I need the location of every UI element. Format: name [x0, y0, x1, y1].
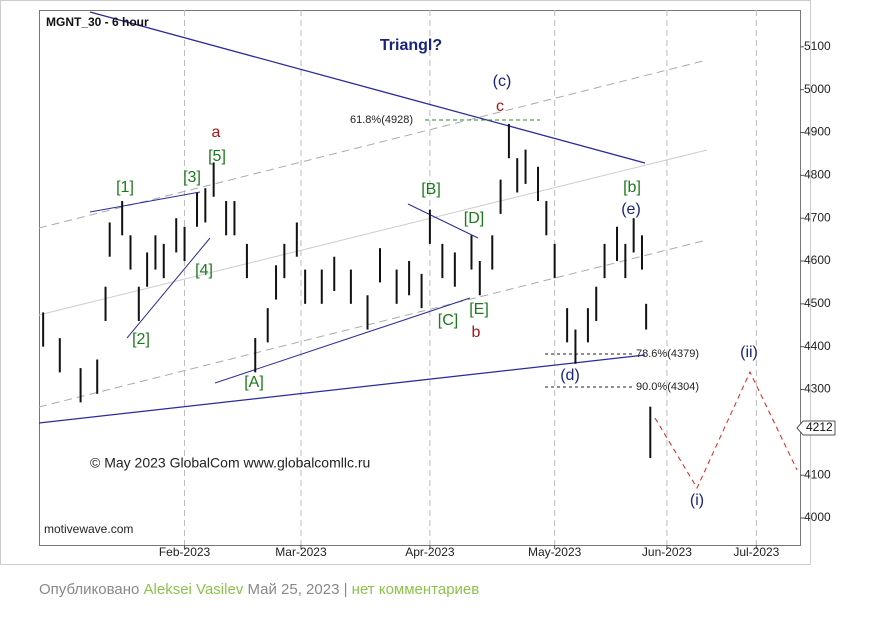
- wave-label: c: [496, 98, 504, 115]
- fib-label: 78.6%(4379): [636, 348, 699, 360]
- wave-label: [D]: [464, 210, 484, 227]
- wave-label: [1]: [116, 179, 134, 196]
- triangle-bottom: [38, 354, 646, 424]
- projection: [654, 370, 798, 490]
- copyright: © May 2023 GlobalCom www.globalcomllc.ru: [90, 455, 370, 471]
- y-tick-label: 5000: [804, 82, 831, 96]
- wave-label: [5]: [208, 148, 226, 165]
- watermark: motivewave.com: [44, 522, 133, 536]
- y-tick-label: 4400: [804, 339, 831, 353]
- x-tick-label: Mar-2023: [275, 545, 327, 559]
- footer-separator: |: [343, 581, 348, 598]
- y-tick-label: 4800: [804, 168, 831, 182]
- wave-label: [2]: [132, 331, 150, 348]
- wave-label: [C]: [438, 312, 458, 329]
- y-tick-label: 4500: [804, 296, 831, 310]
- y-tick-label: 4700: [804, 210, 831, 224]
- x-tick-label: Apr-2023: [405, 545, 455, 559]
- y-tick-label: 4300: [804, 382, 831, 396]
- grid: 4000410042004300440045004600470048004900…: [159, 10, 831, 559]
- plot-frame: [39, 10, 801, 546]
- y-tick-label: 4600: [804, 253, 831, 267]
- wave-label: a: [212, 124, 221, 141]
- y-tick-label: 5100: [804, 39, 831, 53]
- wave-label: (i): [690, 492, 704, 509]
- wave-label: [b]: [623, 179, 641, 196]
- subtitle: Triangl?: [380, 37, 442, 54]
- channel-middle: [38, 149, 708, 316]
- price-marker: [796, 420, 836, 436]
- wave-label: [E]: [469, 301, 489, 318]
- x-tick-label: May-2023: [528, 545, 582, 559]
- y-tick-label: 4900: [804, 125, 831, 139]
- footer-prefix: Опубликовано: [39, 581, 140, 598]
- author-link[interactable]: Aleksei Vasilev: [143, 581, 244, 598]
- chart: 4000410042004300440045004600470048004900…: [0, 0, 836, 565]
- x-tick-label: Jun-2023: [642, 545, 692, 559]
- trend-line: [214, 297, 471, 384]
- chart-frame: [0, 0, 811, 565]
- wave-label: (ii): [740, 344, 758, 361]
- comments-link[interactable]: нет комментариев: [351, 581, 480, 598]
- trend-line: [89, 191, 201, 213]
- wave-label: b: [472, 324, 481, 341]
- price-bars: [42, 123, 652, 459]
- chart-title: MGNT_30 - 6 hour: [46, 15, 149, 29]
- wave-label: (d): [560, 367, 580, 384]
- channel-upper: [38, 59, 708, 229]
- wave-label: [B]: [421, 181, 441, 198]
- y-tick-label: 4100: [804, 467, 831, 481]
- wave-label: (e): [621, 201, 641, 218]
- price-label: 4212: [806, 420, 833, 434]
- channel-lower: [38, 239, 708, 408]
- y-tick-label: 4000: [804, 510, 831, 524]
- trend-line: [126, 237, 211, 339]
- fib-label: 61.8%(4928): [350, 114, 413, 126]
- x-tick-label: Feb-2023: [159, 545, 211, 559]
- wave-label: [A]: [244, 374, 264, 391]
- wave-label: [3]: [183, 169, 201, 186]
- trend-line: [407, 203, 479, 239]
- wave-label: (c): [493, 73, 512, 90]
- footer-date: Май 25, 2023: [247, 581, 340, 598]
- x-tick-label: Jul-2023: [733, 545, 779, 559]
- footer: Опубликовано Aleksei Vasilev Май 25, 202…: [39, 581, 479, 598]
- triangle-top: [89, 11, 646, 164]
- wave-label: [4]: [195, 262, 213, 279]
- fib-label: 90.0%(4304): [636, 381, 699, 393]
